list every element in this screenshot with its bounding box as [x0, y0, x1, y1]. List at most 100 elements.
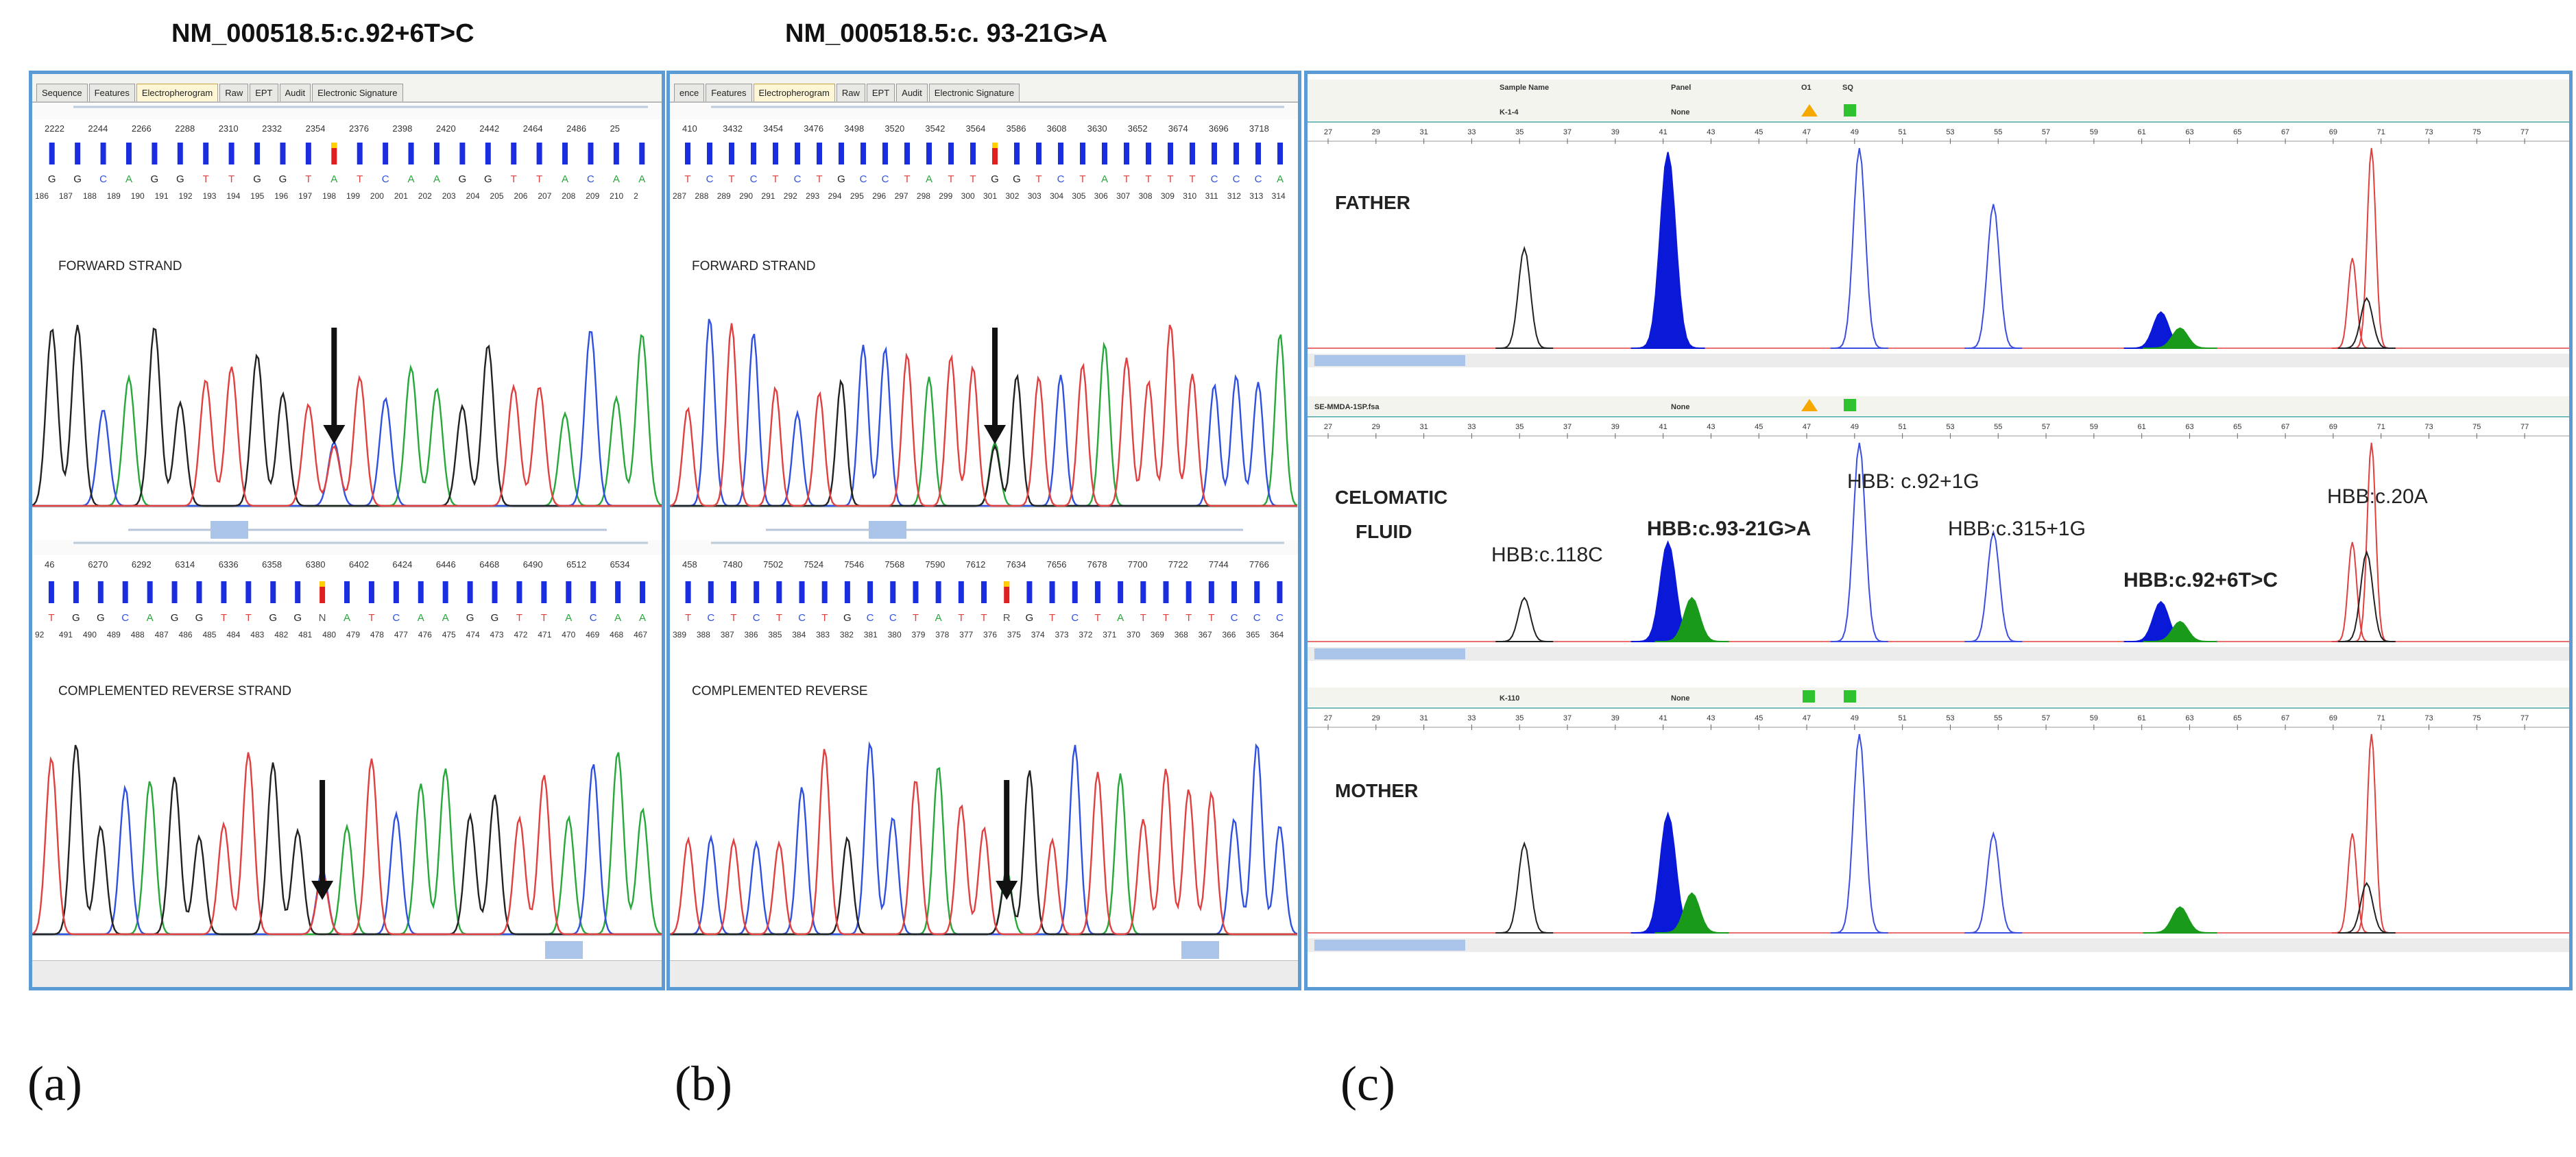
- svgA-top-base-call: G: [151, 173, 159, 185]
- svgA-ruler-top-tick: 2486: [566, 123, 586, 134]
- svgA-scroll-thumb[interactable]: [210, 521, 248, 539]
- svgA-ruler-bottom-tick: 6424: [392, 559, 412, 570]
- sample-info-bar: [1308, 396, 2569, 415]
- svgB-top-quality-bar: [1058, 143, 1063, 165]
- svgB-top-base-call: A: [926, 173, 932, 185]
- svgA-top-quality-bar: [305, 143, 311, 165]
- svgA-top-position: 195: [250, 191, 264, 201]
- svgA-scroll-thumb-bottom[interactable]: [545, 941, 583, 959]
- size-axis-tick: 31: [1419, 128, 1428, 136]
- svgA-top-base-call: A: [638, 173, 645, 185]
- svgB-ruler-bottom-tick: 458: [682, 559, 697, 570]
- tab-features[interactable]: Features: [88, 84, 135, 101]
- ok-icon: [1844, 690, 1856, 703]
- tab-raw[interactable]: Raw: [219, 84, 249, 101]
- profile-scroll-thumb[interactable]: [1314, 940, 1465, 951]
- svgB-top-position: 308: [1139, 191, 1153, 201]
- svgB-top-position: 303: [1028, 191, 1042, 201]
- svgB-bottom-quality-bar: [708, 581, 714, 603]
- svgB-bottom-quality-bar: [844, 581, 850, 603]
- tab-electropherogram[interactable]: Electropherogram: [753, 84, 835, 101]
- svgB-bottom-base-call: C: [707, 612, 714, 624]
- svgA-ruler-top-tick: 2442: [479, 123, 499, 134]
- size-axis-tick: 67: [2281, 423, 2289, 431]
- svgB-bottom-quality-bar: [1026, 581, 1033, 603]
- electropherogram-a: 2222 2244 2266 2288 2310 2332 2354 2376 2398 2420…: [32, 104, 662, 959]
- profile-peak: [2143, 620, 2217, 642]
- svgA-ruler-bottom-tick: 46: [45, 559, 54, 570]
- svgB-top-base-call: C: [1233, 173, 1240, 185]
- size-axis-tick: 69: [2329, 128, 2337, 136]
- svgA-ruler-bottom-tick: 6358: [262, 559, 282, 570]
- svgA-ruler-bottom-tick: 6380: [306, 559, 326, 570]
- tab-audit[interactable]: Audit: [896, 84, 928, 101]
- svgB-bottom-quality-bar: [685, 581, 691, 603]
- status-bar-b: [670, 960, 1298, 987]
- svgB-bottom-position: 370: [1127, 630, 1140, 640]
- tab-electropherogram[interactable]: Electropherogram: [136, 84, 219, 101]
- size-axis-tick: 67: [2281, 128, 2289, 136]
- svgB-top-quality-bar: [1212, 143, 1217, 165]
- svgA-top-quality-bar: [639, 143, 645, 165]
- profile-peak: [1830, 147, 1888, 349]
- svgB-top-quality-bar: [1124, 143, 1129, 165]
- svgA-bottom-quality-bar: [344, 581, 350, 603]
- svgA-top-base-call: A: [613, 173, 620, 185]
- svgA-bottom-base-call: G: [466, 612, 474, 624]
- svgB-bottom-quality-bar: [1140, 581, 1146, 603]
- svgA-bottom-position: 489: [107, 630, 121, 640]
- tab-raw[interactable]: Raw: [836, 84, 865, 101]
- size-axis-tick: 59: [2090, 128, 2098, 136]
- sample-label-father: FATHER: [1335, 192, 1410, 213]
- profile-scroll-thumb[interactable]: [1314, 355, 1465, 366]
- svgB-top-position: 288: [695, 191, 708, 201]
- svgA-top-base-call: C: [587, 173, 594, 185]
- size-axis-tick: 59: [2090, 423, 2098, 431]
- svgB-bottom-position: 381: [864, 630, 878, 640]
- tab-electronic-signature[interactable]: Electronic Signature: [928, 84, 1020, 101]
- svgB-top-base-call: C: [1057, 173, 1065, 185]
- svgA-ruler-bottom-tick: 6512: [566, 559, 586, 570]
- svgB-top-quality-bar: [685, 143, 690, 165]
- profile-scrollbar[interactable]: [1308, 647, 2569, 661]
- svgB-scroll-thumb[interactable]: [869, 521, 906, 539]
- size-axis-tick: 61: [2138, 128, 2146, 136]
- tab-electronic-signature[interactable]: Electronic Signature: [312, 84, 403, 101]
- profile-scroll-thumb[interactable]: [1314, 648, 1465, 659]
- panel-b: ence Features Electropherogram Raw EPT Audit E…: [666, 71, 1301, 990]
- tab-sequence[interactable]: Sequence: [36, 84, 88, 101]
- svgB-top-quality-bar: [1014, 143, 1020, 165]
- svgA-bottom-position: 469: [586, 630, 599, 640]
- size-axis-tick: 39: [1611, 423, 1620, 431]
- svgA-top-base-call: A: [433, 173, 440, 185]
- svgB-bottom-position: 382: [840, 630, 854, 640]
- size-axis-tick: 65: [2233, 714, 2241, 722]
- svgB-fwd-trace-G: [670, 374, 1297, 507]
- svgA-top-quality-bar: [280, 143, 286, 165]
- svgA-top-position: 189: [107, 191, 121, 201]
- svgA-bottom-position: 481: [298, 630, 312, 640]
- tab-audit[interactable]: Audit: [279, 84, 311, 101]
- svgB-bottom-position: 369: [1151, 630, 1164, 640]
- svgA-fwd-trace-G: [32, 324, 662, 507]
- svgB-ruler-bottom-tick: 7480: [723, 559, 743, 570]
- tab-features[interactable]: Features: [706, 84, 752, 101]
- profile-scrollbar[interactable]: [1308, 938, 2569, 952]
- svgB-scroll-thumb-bottom[interactable]: [1181, 941, 1219, 959]
- svgA-bottom-position: 471: [538, 630, 551, 640]
- tab-ence[interactable]: ence: [674, 84, 705, 101]
- svgA-top-quality-bar: [613, 143, 619, 165]
- svgA-top-base-call: G: [484, 173, 492, 185]
- svgB-ruler-top-tick: 3608: [1047, 123, 1067, 134]
- svgB-top-position: 306: [1094, 191, 1108, 201]
- panel-a-title: NM_000518.5:c.92+6T>C: [171, 19, 474, 48]
- profile-scrollbar[interactable]: [1308, 354, 2569, 367]
- tab-ept[interactable]: EPT: [250, 84, 278, 101]
- svgA-top-quality-bar: [177, 143, 183, 165]
- svgB-ruler-top-tick: 3696: [1209, 123, 1229, 134]
- svgA-bottom-quality-bar: [97, 581, 104, 603]
- profile-peak: [2350, 147, 2392, 349]
- profile-peak: [1964, 831, 2023, 934]
- tab-ept[interactable]: EPT: [866, 84, 895, 101]
- electropherogram-b: 410 3432 3454 3476 3498 3520 3542 3564 3586 3608 3…: [670, 104, 1298, 959]
